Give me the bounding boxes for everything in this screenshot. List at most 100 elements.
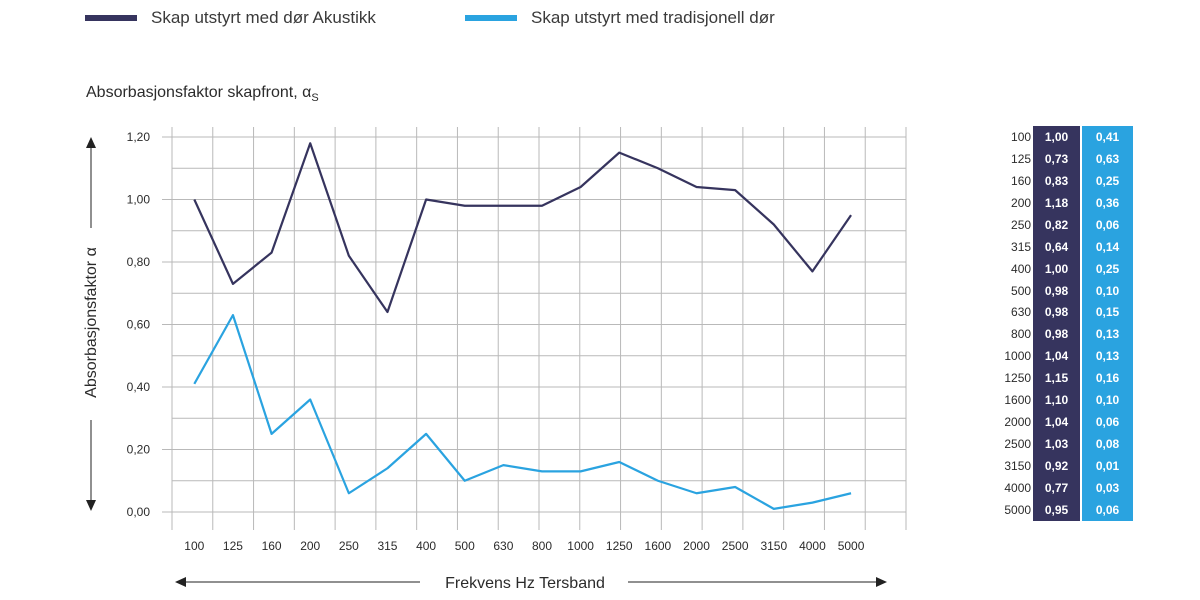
x-tick-label: 3150 — [760, 539, 787, 553]
table-cell-frequency: 315 — [1011, 239, 1032, 254]
table-gap — [1080, 455, 1083, 477]
table-row: 400 1,00 0,25 — [985, 257, 1133, 280]
legend-swatch-tradisjonell — [465, 15, 517, 21]
table-gap — [1031, 411, 1034, 434]
table-cell-akustikk: 0,92 — [1033, 455, 1081, 477]
table-cell-akustikk: 0,95 — [1033, 498, 1081, 521]
table-cell-tradisjonell: 0,06 — [1082, 213, 1133, 236]
x-tick-label: 4000 — [799, 539, 826, 553]
table-cell-tradisjonell: 0,01 — [1082, 455, 1133, 477]
table-gap — [1031, 279, 1034, 302]
table-gap — [1031, 301, 1034, 324]
table-gap — [1080, 235, 1083, 258]
table-cell-akustikk: 1,04 — [1033, 411, 1081, 434]
table-cell-frequency: 4000 — [1004, 480, 1032, 495]
table-gap — [1031, 147, 1034, 170]
x-tick-label: 1250 — [606, 539, 633, 553]
table-cell-akustikk: 0,82 — [1033, 213, 1081, 236]
table-cell-tradisjonell: 0,16 — [1082, 367, 1133, 390]
table-row: 315 0,64 0,14 — [985, 235, 1133, 258]
x-axis-ticks: 100 125 160 200 250 315 400 500 630 800 1000 1250 16… — [184, 539, 864, 553]
legend-label-tradisjonell: Skap utstyrt med tradisjonell dør — [531, 8, 775, 27]
table-cell-frequency: 160 — [1011, 173, 1032, 188]
legend-item-akustikk: Skap utstyrt med dør Akustikk — [85, 8, 376, 28]
table-cell-akustikk: 1,04 — [1033, 345, 1081, 368]
table-gap — [1080, 345, 1083, 368]
table-gap — [1031, 455, 1034, 477]
table-cell-frequency: 3150 — [1004, 459, 1032, 474]
table-cell-frequency: 2500 — [1004, 437, 1032, 452]
table-row: 1250 1,15 0,16 — [985, 367, 1133, 390]
table-cell-akustikk: 1,15 — [1033, 367, 1081, 390]
table-cell-akustikk: 0,98 — [1033, 323, 1081, 346]
table-cell-tradisjonell: 0,03 — [1082, 477, 1133, 499]
x-tick-label: 1000 — [567, 539, 594, 553]
table-cell-frequency: 630 — [1011, 305, 1032, 320]
table-cell-frequency: 1000 — [1004, 349, 1032, 364]
values-table: 100 1,00 0,41 125 0,73 0,63 160 0,83 0,25 200 1,18… — [985, 126, 1133, 521]
table-gap — [1080, 389, 1083, 412]
table-cell-frequency: 100 — [1011, 129, 1032, 144]
table-cell-frequency: 400 — [1011, 261, 1032, 276]
table-gap — [1031, 498, 1034, 521]
table-cell-tradisjonell: 0,25 — [1082, 257, 1133, 280]
line-chart: 0,00 0,20 0,40 0,60 0,80 1,00 1,20 100 125 160 20… — [83, 127, 907, 592]
table-cell-akustikk: 0,98 — [1033, 279, 1081, 302]
table-cell-akustikk: 0,77 — [1033, 477, 1081, 499]
y-tick-label: 0,00 — [127, 505, 151, 519]
table-gap — [1080, 169, 1083, 192]
chart-legend: Skap utstyrt med dør Akustikk Skap utsty… — [85, 8, 885, 34]
table-cell-frequency: 500 — [1011, 283, 1032, 298]
table-cell-tradisjonell: 0,10 — [1082, 279, 1133, 302]
chart-series — [193, 142, 852, 510]
table-gap — [1080, 367, 1083, 390]
chart-grid — [162, 127, 907, 530]
table-gap — [1080, 323, 1083, 346]
table-cell-frequency: 250 — [1011, 217, 1032, 232]
table-cell-frequency: 200 — [1011, 195, 1032, 210]
table-gap — [1031, 433, 1034, 456]
table-cell-akustikk: 0,64 — [1033, 235, 1081, 258]
table-cell-frequency: 1250 — [1004, 371, 1032, 386]
table-gap — [1031, 323, 1034, 346]
table-cell-tradisjonell: 0,10 — [1082, 389, 1133, 412]
table-cell-akustikk: 1,03 — [1033, 433, 1081, 456]
series-line-tradisjonell — [193, 314, 852, 510]
chart-axes: Absorbasjonsfaktor α Frekvens Hz Tersband — [83, 137, 887, 592]
table-cell-frequency: 800 — [1011, 327, 1032, 342]
x-axis-label: Frekvens Hz Tersband — [445, 575, 605, 592]
table-gap — [1080, 213, 1083, 236]
table-gap — [1080, 257, 1083, 280]
y-tick-label: 0,20 — [127, 443, 151, 457]
table-cell-frequency: 1600 — [1004, 393, 1032, 408]
table-cell-akustikk: 0,73 — [1033, 147, 1081, 170]
table-cell-akustikk: 0,83 — [1033, 169, 1081, 192]
table-gap — [1080, 279, 1083, 302]
table-gap — [1031, 477, 1034, 499]
table-cell-frequency: 2000 — [1004, 415, 1032, 430]
table-row: 125 0,73 0,63 — [985, 147, 1133, 170]
y-axis-arrow-down — [86, 500, 96, 511]
chart-title-main: Absorbasjonsfaktor skapfront, α — [86, 84, 312, 101]
table-cell-akustikk: 1,10 — [1033, 389, 1081, 412]
table-cell-tradisjonell: 0,13 — [1082, 345, 1133, 368]
table-row: 1600 1,10 0,10 — [985, 389, 1133, 412]
chart-title: Absorbasjonsfaktor skapfront, αS — [86, 84, 319, 104]
x-tick-label: 315 — [377, 539, 397, 553]
table-row: 500 0,98 0,10 — [985, 279, 1133, 302]
table-row: 2000 1,04 0,06 — [985, 411, 1133, 434]
table-row: 100 1,00 0,41 — [985, 126, 1133, 148]
x-tick-label: 630 — [493, 539, 513, 553]
x-tick-label: 1600 — [645, 539, 672, 553]
table-row: 200 1,18 0,36 — [985, 191, 1133, 214]
table-cell-akustikk: 0,98 — [1033, 301, 1081, 324]
x-tick-label: 100 — [184, 539, 204, 553]
chart-title-subscript: S — [311, 92, 319, 105]
y-tick-label: 1,20 — [127, 130, 151, 144]
table-cell-frequency: 5000 — [1004, 502, 1032, 517]
y-tick-label: 0,40 — [127, 380, 151, 394]
table-gap — [1031, 389, 1034, 412]
table-gap — [1031, 345, 1034, 368]
x-tick-label: 125 — [223, 539, 243, 553]
table-cell-akustikk: 1,00 — [1033, 126, 1081, 148]
